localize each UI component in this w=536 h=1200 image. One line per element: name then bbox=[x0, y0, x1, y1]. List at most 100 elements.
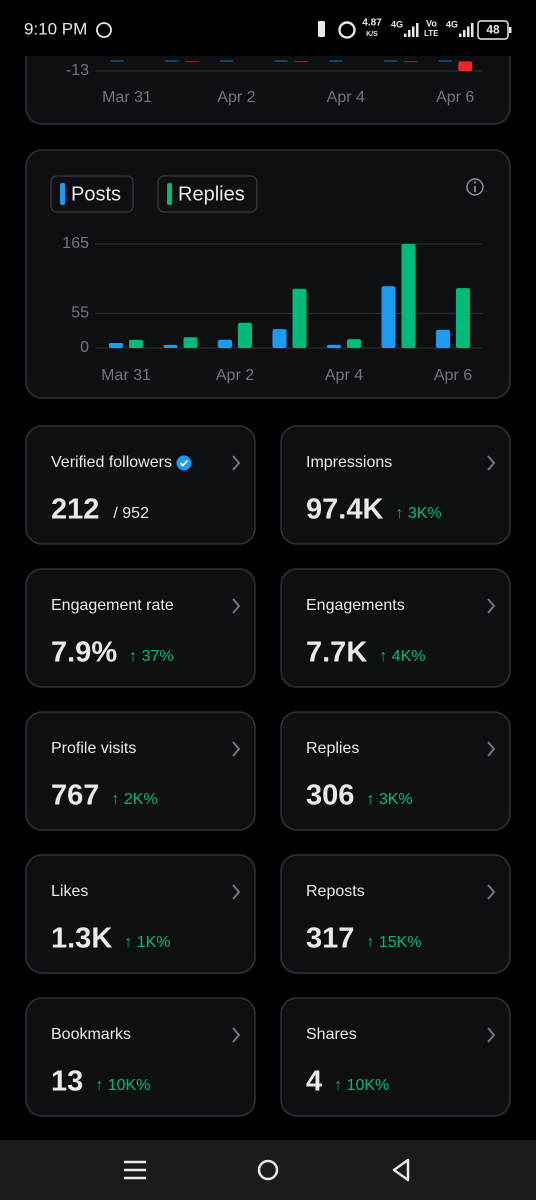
bar bbox=[328, 60, 343, 62]
network-type: 4G bbox=[391, 19, 403, 29]
bar bbox=[401, 244, 416, 348]
metric-value: 7.7K bbox=[306, 637, 367, 669]
status-bar bbox=[0, 0, 536, 56]
metric-label: Engagements bbox=[306, 597, 405, 614]
metric-label: Verified followers bbox=[51, 454, 172, 471]
metric-change: ↑ 3K% bbox=[366, 791, 412, 808]
metric-card[interactable] bbox=[25, 997, 256, 1117]
metric-card[interactable] bbox=[280, 711, 511, 831]
signal-bar bbox=[412, 26, 415, 37]
metric-label: Likes bbox=[51, 883, 88, 900]
legend-swatch bbox=[167, 183, 173, 205]
back-icon[interactable] bbox=[392, 1158, 410, 1182]
bar bbox=[184, 61, 199, 63]
metric-card[interactable] bbox=[280, 568, 511, 688]
battery-outline bbox=[477, 20, 509, 40]
signal-bar bbox=[463, 30, 466, 37]
metric-value: 306 bbox=[306, 780, 354, 812]
metric-change: ↑ 10K% bbox=[334, 1077, 389, 1094]
metric-card[interactable] bbox=[25, 711, 256, 831]
metric-change: ↑ 37% bbox=[129, 648, 173, 665]
home-icon[interactable] bbox=[257, 1159, 279, 1181]
status-time: 9:10 PM bbox=[24, 19, 87, 38]
metric-value: 7.9% bbox=[51, 637, 117, 669]
volte-bottom: LTE bbox=[424, 29, 439, 38]
bar bbox=[327, 344, 341, 348]
verified-check bbox=[179, 459, 189, 467]
chevron-icon bbox=[487, 598, 496, 614]
bar bbox=[272, 329, 287, 348]
battery-level: 48 bbox=[486, 23, 500, 37]
signal-bar bbox=[467, 26, 470, 37]
metric-card[interactable] bbox=[25, 854, 256, 974]
info-icon[interactable] bbox=[466, 178, 484, 196]
bar bbox=[347, 339, 361, 348]
metric-card[interactable] bbox=[25, 568, 256, 688]
metric-card[interactable] bbox=[280, 997, 511, 1117]
chevron-icon bbox=[232, 455, 241, 471]
bar bbox=[438, 60, 453, 62]
metric-value: 4 bbox=[306, 1066, 322, 1098]
x-tick-label: Apr 6 bbox=[436, 89, 474, 106]
battery-tip bbox=[509, 27, 512, 33]
signal-bar bbox=[459, 33, 462, 37]
metric-card[interactable] bbox=[280, 854, 511, 974]
net-speed: 4.87 bbox=[362, 18, 382, 29]
bar bbox=[458, 61, 473, 71]
bar bbox=[163, 344, 178, 348]
metric-value: 1.3K bbox=[51, 923, 112, 955]
x-tick-label: Mar 31 bbox=[101, 367, 151, 384]
metric-label: Engagement rate bbox=[51, 597, 174, 614]
metric-label: Shares bbox=[306, 1026, 357, 1043]
y-tick-label: 55 bbox=[71, 305, 89, 322]
signal-bar bbox=[408, 30, 411, 37]
chevron-icon bbox=[487, 455, 496, 471]
signal-bar bbox=[471, 23, 474, 37]
x-tick-label: Apr 6 bbox=[434, 367, 472, 384]
metric-change: ↑ 10K% bbox=[95, 1077, 150, 1094]
metric-value: 13 bbox=[51, 1066, 83, 1098]
metric-value: 317 bbox=[306, 923, 354, 955]
chevron-icon bbox=[487, 884, 496, 900]
bar bbox=[110, 60, 124, 62]
legend-button[interactable] bbox=[50, 175, 134, 213]
legend-label: Replies bbox=[178, 183, 245, 205]
metric-change: ↑ 2K% bbox=[111, 791, 157, 808]
metric-label: Reposts bbox=[306, 883, 365, 900]
bar bbox=[164, 60, 179, 62]
chevron-icon bbox=[232, 598, 241, 614]
chevron-icon bbox=[487, 1027, 496, 1043]
signal-bar bbox=[416, 23, 419, 37]
metric-card[interactable] bbox=[280, 425, 511, 545]
bar bbox=[403, 61, 418, 63]
bar bbox=[238, 322, 252, 348]
bar bbox=[219, 60, 234, 62]
x-tick-label: Apr 4 bbox=[327, 89, 365, 106]
metric-label: Impressions bbox=[306, 454, 392, 471]
bar bbox=[294, 61, 309, 63]
metric-total: / 952 bbox=[113, 505, 149, 522]
chevron-icon bbox=[232, 884, 241, 900]
whatsapp-icon bbox=[96, 22, 112, 38]
bar bbox=[218, 339, 232, 348]
x-tick-label: Mar 31 bbox=[102, 89, 152, 106]
bar bbox=[383, 60, 398, 62]
metric-card[interactable] bbox=[25, 425, 256, 545]
metric-change: ↑ 1K% bbox=[124, 934, 170, 951]
legend-swatch bbox=[60, 183, 65, 205]
y-tick-label: 165 bbox=[62, 235, 89, 252]
volte-top: Vo bbox=[426, 18, 437, 28]
signal-bar bbox=[404, 33, 407, 37]
bar bbox=[381, 286, 396, 348]
metric-value: 767 bbox=[51, 780, 99, 812]
bar bbox=[129, 339, 143, 348]
x-tick-label: Apr 2 bbox=[217, 89, 255, 106]
info-icon-dot bbox=[473, 181, 477, 184]
legend-button[interactable] bbox=[157, 175, 258, 213]
bar bbox=[274, 60, 289, 62]
nav-bar bbox=[0, 1140, 536, 1200]
metric-label: Profile visits bbox=[51, 740, 136, 757]
bar bbox=[292, 288, 307, 348]
net-speed-unit: K/S bbox=[366, 31, 378, 38]
